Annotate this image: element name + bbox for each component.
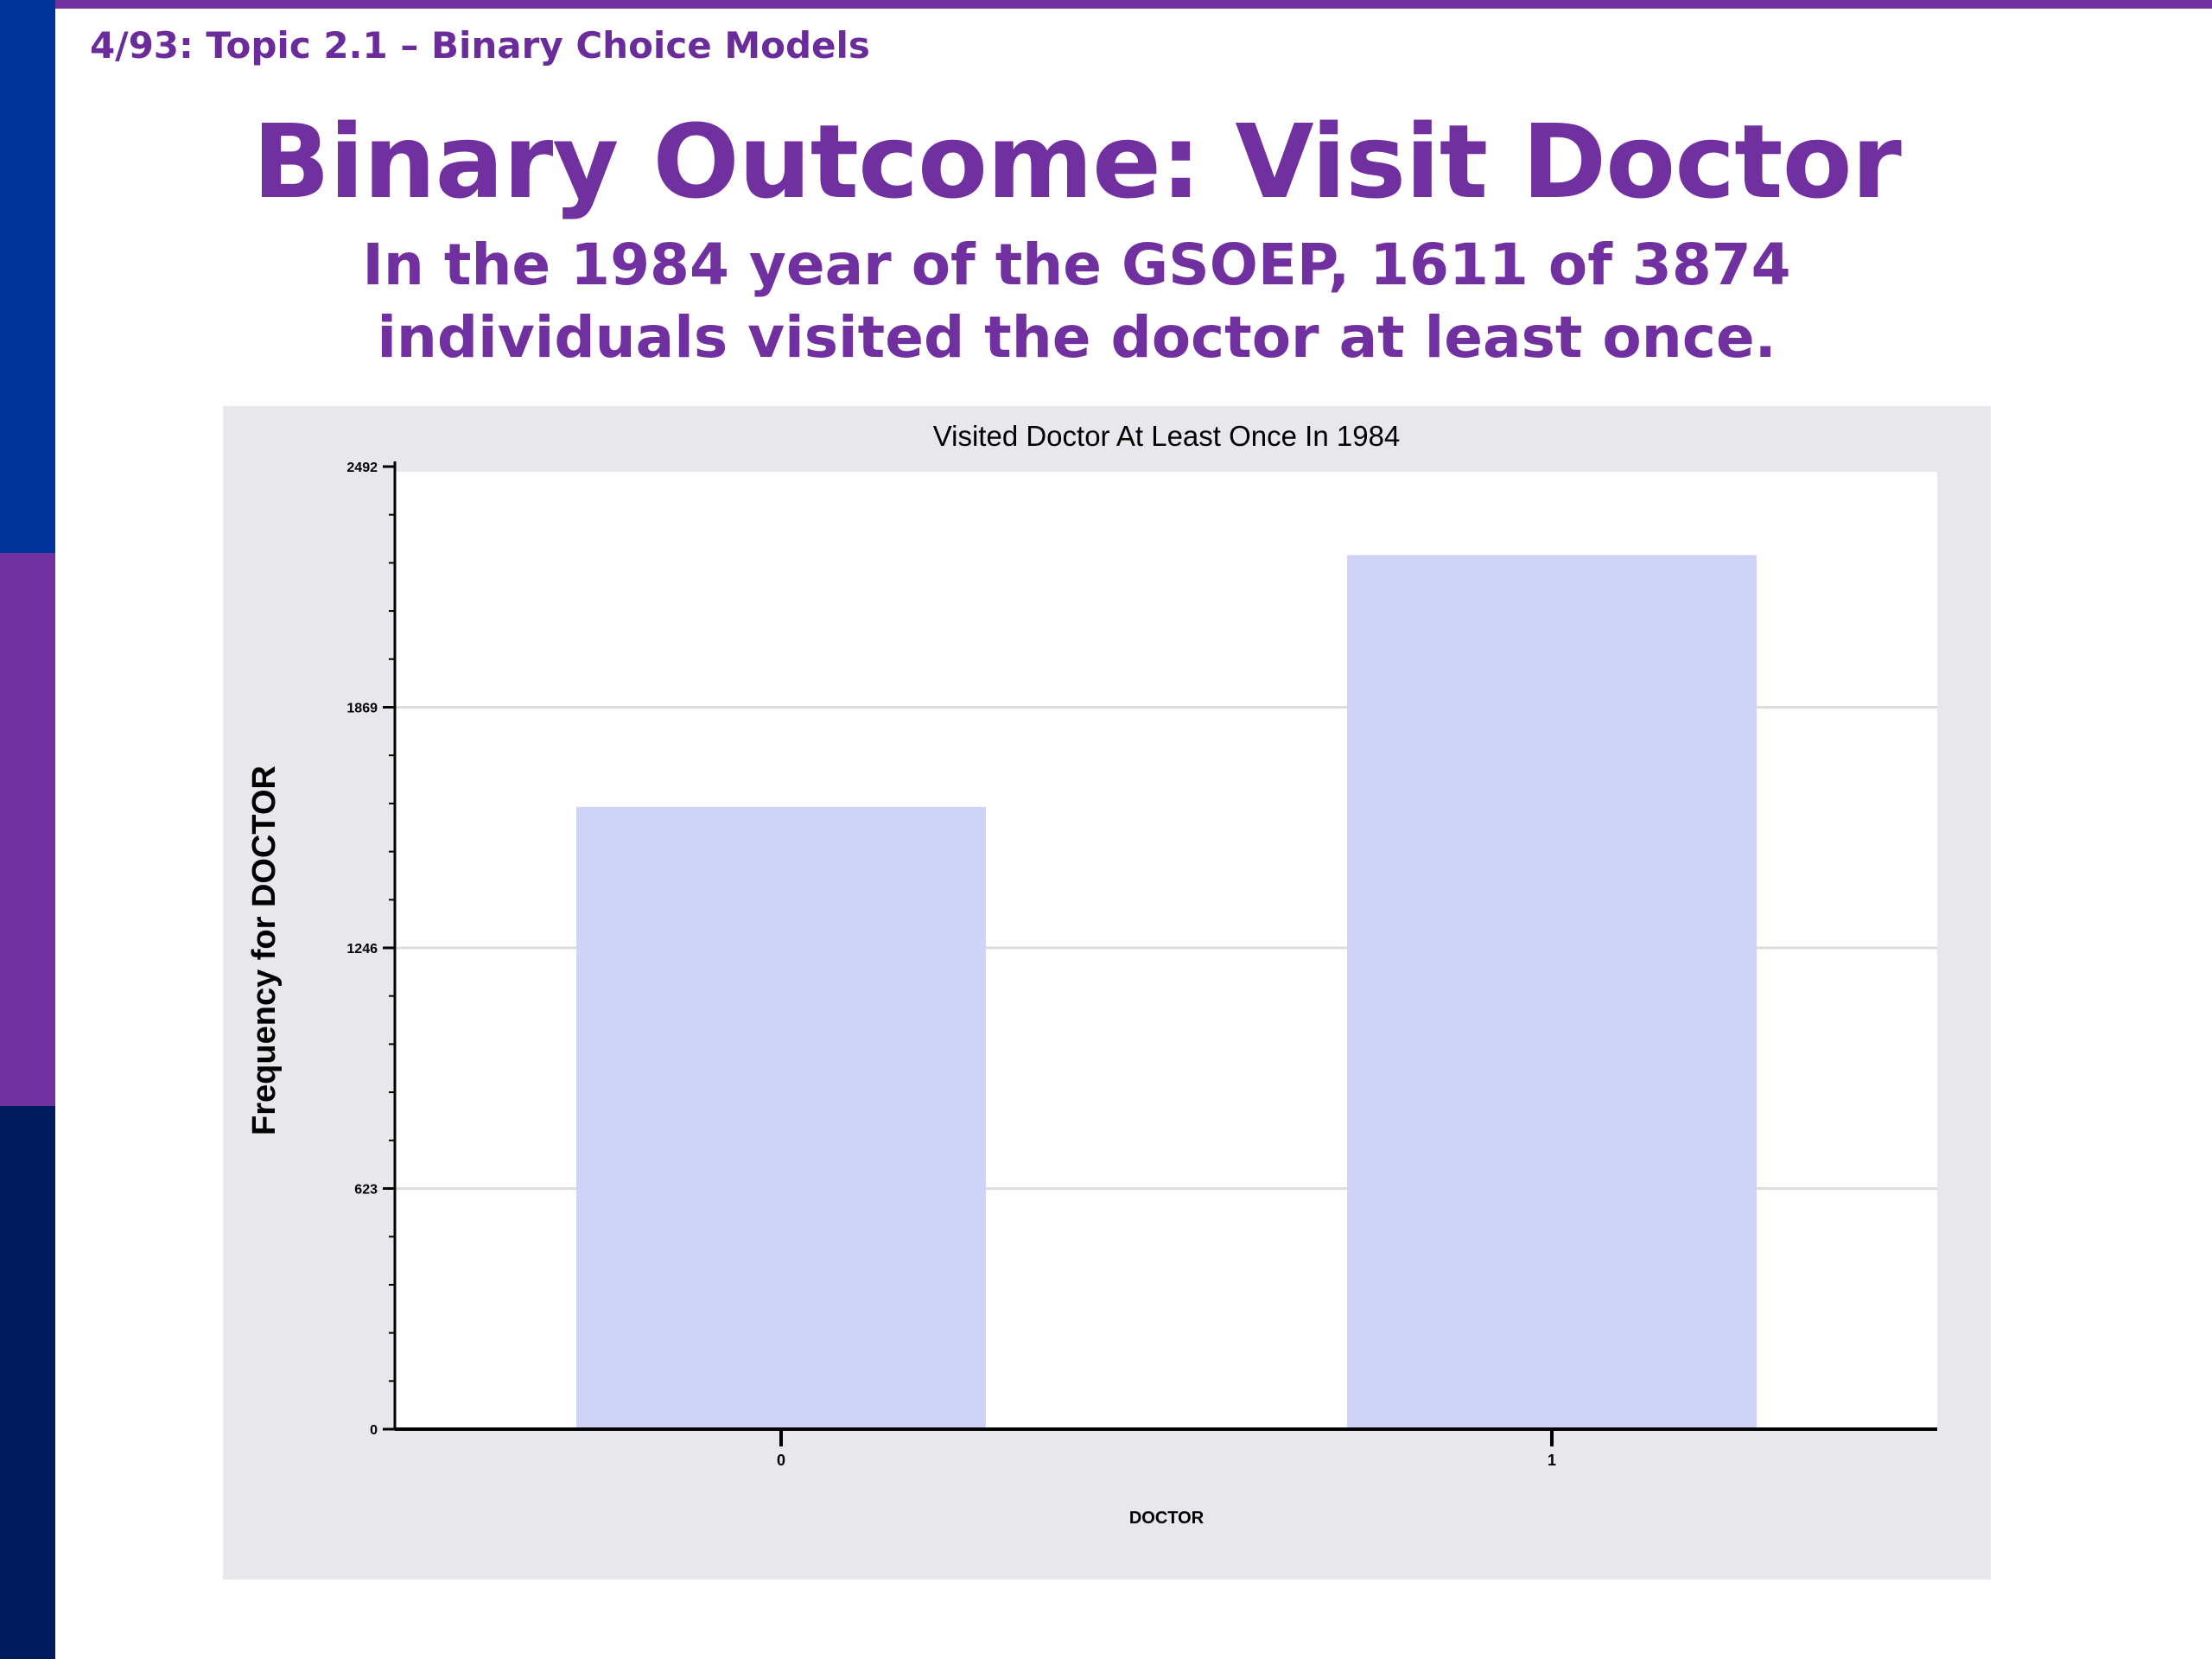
x-tick-label: 1 (1548, 1452, 1556, 1469)
chart-panel: 0 623 1246 1869 2492 0 1 Visited Doctor At Lea… (223, 406, 1991, 1580)
sidebar-blue-segment (0, 0, 55, 553)
y-tick-label: 623 (354, 1183, 378, 1198)
bar-chart: 0 623 1246 1869 2492 0 1 Visited Doctor At Lea… (246, 420, 1937, 1528)
sidebar-navy-segment (0, 1106, 55, 1659)
bar-1 (1347, 555, 1757, 1429)
slide-subtitle-line-2: individuals visited the doctor at least … (377, 304, 1777, 371)
bar-0 (576, 806, 986, 1429)
sidebar-purple-segment (0, 553, 55, 1106)
x-axis-label: DOCTOR (1129, 1509, 1205, 1528)
axes: 0 623 1246 1869 2492 0 1 (346, 461, 1937, 1469)
y-tick-label: 2492 (346, 461, 378, 475)
y-axis-label: Frequency for DOCTOR (246, 766, 283, 1135)
y-tick-label: 1246 (346, 942, 378, 957)
slide-header: 4/93: Topic 2.1 – Binary Choice Models (90, 24, 870, 67)
y-tick-label: 0 (370, 1423, 378, 1438)
top-rule (55, 0, 2212, 9)
slide-subtitle-line-1: In the 1984 year of the GSOEP, 1611 of 3… (362, 232, 1791, 298)
chart-title: Visited Doctor At Least Once In 1984 (933, 420, 1401, 452)
y-tick-label: 1869 (346, 702, 378, 716)
x-tick-label: 0 (777, 1452, 785, 1469)
bars (576, 555, 1757, 1429)
slide-title: Binary Outcome: Visit Doctor (252, 102, 1902, 221)
